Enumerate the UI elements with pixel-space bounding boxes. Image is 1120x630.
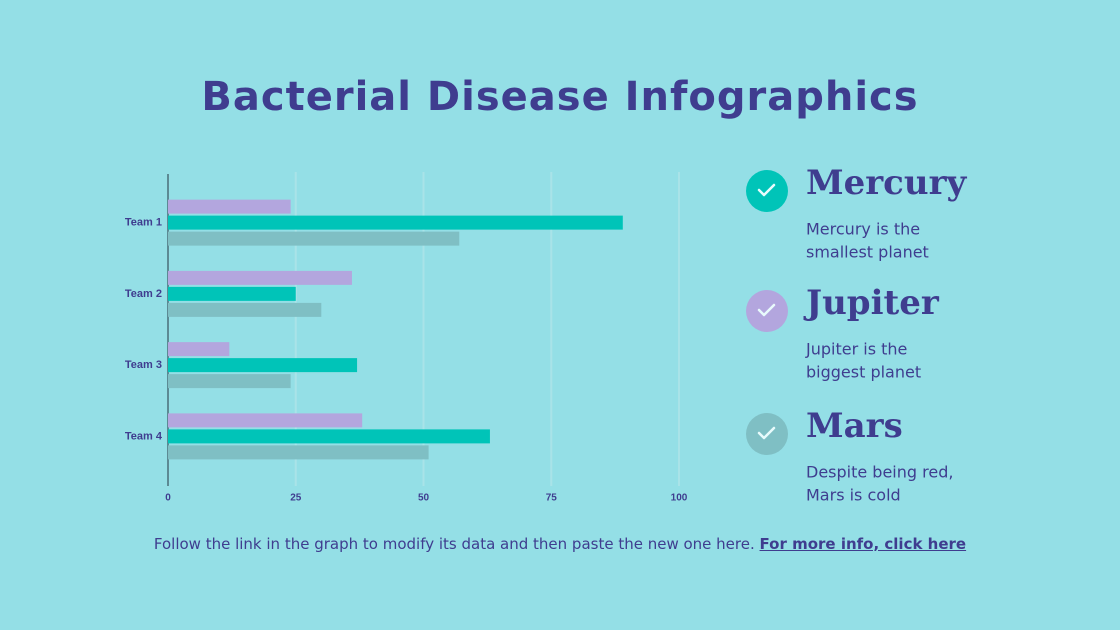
y-tick-label: Team 3	[125, 359, 162, 371]
check-icon	[757, 303, 776, 317]
legend-description: smallest planet	[806, 243, 929, 262]
bar	[168, 286, 296, 301]
legend-label: Mercury	[806, 163, 968, 203]
legend-label: Jupiter	[803, 283, 940, 323]
y-tick-label: Team 4	[125, 430, 163, 442]
legend-label: Mars	[806, 406, 903, 446]
footer-text: Follow the link in the graph to modify i…	[153, 535, 755, 553]
x-tick-label: 100	[671, 493, 688, 504]
bar	[168, 215, 623, 230]
legend-description: biggest planet	[806, 363, 921, 382]
bar	[168, 302, 322, 317]
y-tick-label: Team 2	[125, 288, 162, 300]
bar	[168, 199, 291, 214]
legend-description: Mars is cold	[806, 486, 901, 505]
bar	[168, 270, 352, 285]
info-link[interactable]: For more info, click here	[759, 535, 967, 553]
x-tick-label: 50	[418, 493, 430, 504]
bar	[168, 374, 291, 389]
bar	[168, 413, 363, 428]
bar	[168, 358, 358, 373]
bar	[168, 342, 230, 357]
check-icon	[757, 426, 776, 440]
legend-description: Jupiter is the	[805, 340, 907, 359]
footer: Follow the link in the graph to modify i…	[0, 535, 1120, 553]
bar	[168, 231, 460, 246]
bar	[168, 445, 429, 460]
check-icon	[757, 183, 776, 197]
x-tick-label: 25	[290, 493, 302, 504]
y-tick-label: Team 1	[125, 217, 162, 229]
x-tick-label: 75	[546, 493, 558, 504]
bar	[168, 429, 490, 444]
chart-title: Bacterial Disease Infographics	[201, 74, 918, 120]
legend-description: Despite being red,	[806, 463, 953, 482]
legend-description: Mercury is the	[806, 220, 920, 239]
x-tick-label: 0	[165, 493, 171, 504]
